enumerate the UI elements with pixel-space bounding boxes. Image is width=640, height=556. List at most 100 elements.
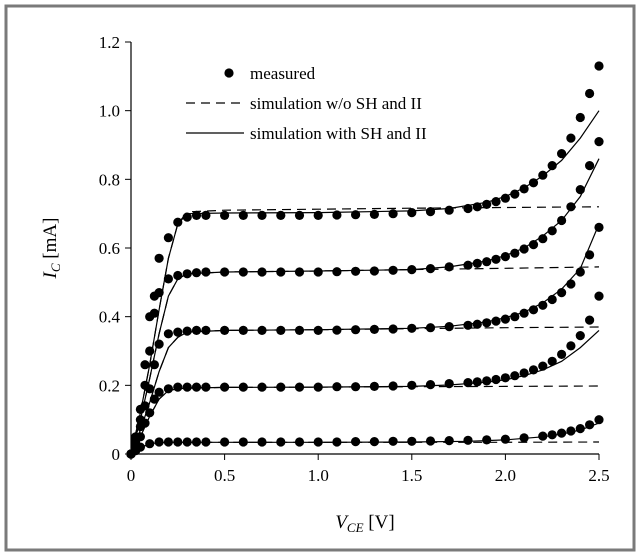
measured-point xyxy=(313,267,323,277)
measured-point xyxy=(482,318,492,328)
measured-point xyxy=(491,254,501,264)
measured-point xyxy=(294,210,305,220)
measured-point xyxy=(163,233,173,243)
measured-point xyxy=(575,112,585,123)
measured-point xyxy=(472,202,482,212)
legend-label: simulation with SH and II xyxy=(250,124,427,143)
measured-point xyxy=(594,61,604,71)
measured-point xyxy=(510,189,520,199)
measured-point xyxy=(191,268,202,278)
measured-point xyxy=(201,437,211,447)
measured-point xyxy=(145,439,155,449)
measured-point xyxy=(369,381,379,391)
measured-point xyxy=(566,279,576,289)
measured-point xyxy=(575,424,585,434)
measured-point xyxy=(500,373,510,383)
measured-point xyxy=(585,250,595,260)
measured-point xyxy=(557,349,567,359)
y-tick-label: 1.2 xyxy=(99,33,120,52)
measured-point xyxy=(425,207,436,217)
measured-point xyxy=(173,382,183,392)
measured-point xyxy=(557,428,567,438)
measured-point xyxy=(173,437,183,447)
measured-point xyxy=(201,325,211,335)
measured-point xyxy=(500,252,510,262)
y-tick-label: 0.6 xyxy=(99,239,120,258)
measured-point xyxy=(538,170,548,180)
y-tick-label: 0.8 xyxy=(99,170,120,189)
measured-point xyxy=(528,365,539,375)
measured-point xyxy=(220,267,230,277)
x-tick-label: 1.5 xyxy=(401,466,422,485)
measured-point xyxy=(257,267,267,277)
measured-point xyxy=(276,382,286,392)
measured-point xyxy=(594,291,604,301)
measured-point xyxy=(191,382,202,392)
measured-point xyxy=(369,266,379,276)
measured-point xyxy=(407,436,417,446)
measured-point xyxy=(149,291,159,301)
x-tick-label: 1.0 xyxy=(308,466,329,485)
measured-point xyxy=(182,326,192,336)
x-axis-label: VCE [V] xyxy=(335,512,394,535)
measured-point xyxy=(238,437,248,447)
measured-point xyxy=(191,325,202,335)
measured-point xyxy=(463,435,473,445)
measured-point xyxy=(500,193,510,203)
simulation-with-sh-ii-line xyxy=(130,223,600,455)
measured-point xyxy=(575,331,585,341)
measured-point xyxy=(482,376,492,386)
measured-point xyxy=(566,133,576,143)
measured-point xyxy=(294,437,305,447)
measured-point xyxy=(131,432,141,442)
measured-point xyxy=(463,260,473,270)
measured-point xyxy=(313,437,323,447)
legend-measured-marker xyxy=(224,68,234,78)
measured-point xyxy=(182,212,192,222)
measured-point xyxy=(276,325,286,335)
measured-point xyxy=(154,387,164,397)
measured-point xyxy=(182,437,192,447)
measured-point xyxy=(528,240,539,250)
measured-point xyxy=(294,325,305,335)
measured-point xyxy=(594,222,604,232)
x-tick-label: 2.5 xyxy=(588,466,609,485)
measured-point xyxy=(472,319,482,329)
measured-point xyxy=(547,161,557,171)
simulation-with-sh-ii-line xyxy=(130,158,600,455)
measured-point xyxy=(519,433,529,443)
measured-point xyxy=(407,265,417,275)
measured-point xyxy=(182,382,192,392)
legend-label: simulation w/o SH and II xyxy=(250,94,422,113)
measured-point xyxy=(257,382,267,392)
measured-point xyxy=(163,329,173,339)
measured-point xyxy=(332,267,342,277)
plot-area xyxy=(126,61,604,459)
measured-point xyxy=(220,382,230,392)
measured-point xyxy=(388,265,398,275)
measured-point xyxy=(140,360,150,370)
measured-point xyxy=(585,161,595,171)
measured-point xyxy=(528,305,539,315)
measured-point xyxy=(491,316,501,326)
chart-frame xyxy=(4,4,636,552)
measured-point xyxy=(585,315,595,325)
measured-point xyxy=(500,434,510,444)
measured-point xyxy=(173,270,183,281)
measured-point xyxy=(388,209,398,219)
measured-point xyxy=(220,210,230,220)
measured-point xyxy=(547,430,557,440)
measured-point xyxy=(519,184,529,194)
measured-point xyxy=(463,320,473,330)
measured-point xyxy=(276,210,286,220)
x-tick-label: 0.5 xyxy=(214,466,235,485)
measured-point xyxy=(154,437,164,447)
measured-point xyxy=(519,368,529,378)
measured-point xyxy=(173,327,183,337)
measured-point xyxy=(257,325,267,335)
measured-point xyxy=(140,380,150,390)
measured-point xyxy=(201,382,211,392)
measured-point xyxy=(425,323,436,333)
measured-point xyxy=(538,431,548,441)
